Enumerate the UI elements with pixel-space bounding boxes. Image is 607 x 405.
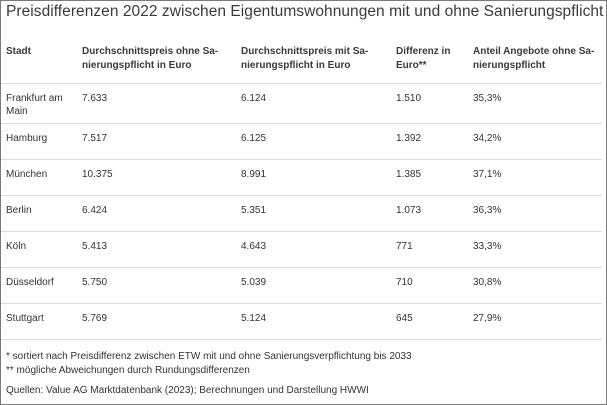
- cell-stadt: Hamburg: [6, 133, 48, 144]
- table-row: Frankfurt am Main 7.633 6.124 1.510 35,3…: [1, 84, 602, 124]
- cell-differenz: 1.510: [396, 93, 422, 104]
- cell-preis-mit: 5.351: [241, 205, 267, 216]
- cell-stadt: Stuttgart: [6, 313, 44, 324]
- cell-anteil: 30,8%: [473, 277, 502, 288]
- cell-differenz: 645: [396, 313, 413, 324]
- table-row: Hamburg 7.517 6.125 1.392 34,2%: [1, 124, 602, 160]
- header-anteil: Anteil Angebote ohne Sa- nierungspflicht: [473, 46, 595, 71]
- cell-preis-ohne: 5.769: [82, 313, 108, 324]
- table-row: Düsseldorf 5.750 5.039 710 30,8%: [1, 268, 602, 304]
- cell-stadt: Düsseldorf: [6, 277, 54, 288]
- header-differenz: Differenz in Euro**: [396, 46, 451, 71]
- page-title: Preisdifferenzen 2022 zwischen Eigentums…: [6, 3, 604, 20]
- cell-preis-ohne: 5.750: [82, 277, 108, 288]
- cell-stadt: Berlin: [6, 205, 32, 216]
- cell-stadt: München: [6, 169, 48, 180]
- footnote-rounding: ** mögliche Abweichungen durch Rundungsd…: [6, 365, 250, 376]
- cell-preis-mit: 4.643: [241, 241, 267, 252]
- cell-anteil: 37,1%: [473, 169, 502, 180]
- cell-stadt: Köln: [6, 241, 27, 252]
- cell-anteil: 33,3%: [473, 241, 502, 252]
- cell-preis-mit: 6.124: [241, 93, 267, 104]
- cell-differenz: 1.385: [396, 169, 422, 180]
- header-preis-ohne: Durchschnittspreis ohne Sa- nierungspfli…: [82, 46, 219, 71]
- table-row: Stuttgart 5.769 5.124 645 27,9%: [1, 304, 602, 340]
- header-preis-mit: Durchschnittspreis mit Sa- nierungspflic…: [241, 46, 369, 71]
- cell-preis-mit: 8.991: [241, 169, 267, 180]
- cell-preis-ohne: 6.424: [82, 205, 108, 216]
- cell-differenz: 1.392: [396, 133, 422, 144]
- footnote-sorting: * sortiert nach Preisdifferenz zwischen …: [6, 351, 412, 362]
- cell-anteil: 34,2%: [473, 133, 502, 144]
- cell-anteil: 35,3%: [473, 93, 502, 104]
- cell-preis-mit: 6.125: [241, 133, 267, 144]
- cell-differenz: 1.073: [396, 205, 422, 216]
- cell-stadt: Frankfurt am Main: [6, 93, 63, 117]
- cell-anteil: 27,9%: [473, 313, 502, 324]
- cell-preis-mit: 5.039: [241, 277, 267, 288]
- table-row: Berlin 6.424 5.351 1.073 36,3%: [1, 196, 602, 232]
- footnotes: * sortiert nach Preisdifferenz zwischen …: [6, 350, 412, 398]
- cell-preis-ohne: 7.517: [82, 133, 108, 144]
- cell-preis-mit: 5.124: [241, 313, 267, 324]
- table-header-row: Stadt Durchschnittspreis ohne Sa- nierun…: [1, 36, 602, 84]
- cell-differenz: 771: [396, 241, 413, 252]
- cell-preis-ohne: 10.375: [82, 169, 113, 180]
- cell-preis-ohne: 7.633: [82, 93, 108, 104]
- cell-differenz: 710: [396, 277, 413, 288]
- table-row: München 10.375 8.991 1.385 37,1%: [1, 160, 602, 196]
- cell-preis-ohne: 5.413: [82, 241, 108, 252]
- price-table: Stadt Durchschnittspreis ohne Sa- nierun…: [1, 36, 602, 340]
- table-row: Köln 5.413 4.643 771 33,3%: [1, 232, 602, 268]
- source-note: Quellen: Value AG Marktdatenbank (2023);…: [6, 385, 369, 396]
- header-stadt: Stadt: [6, 46, 31, 57]
- cell-anteil: 36,3%: [473, 205, 502, 216]
